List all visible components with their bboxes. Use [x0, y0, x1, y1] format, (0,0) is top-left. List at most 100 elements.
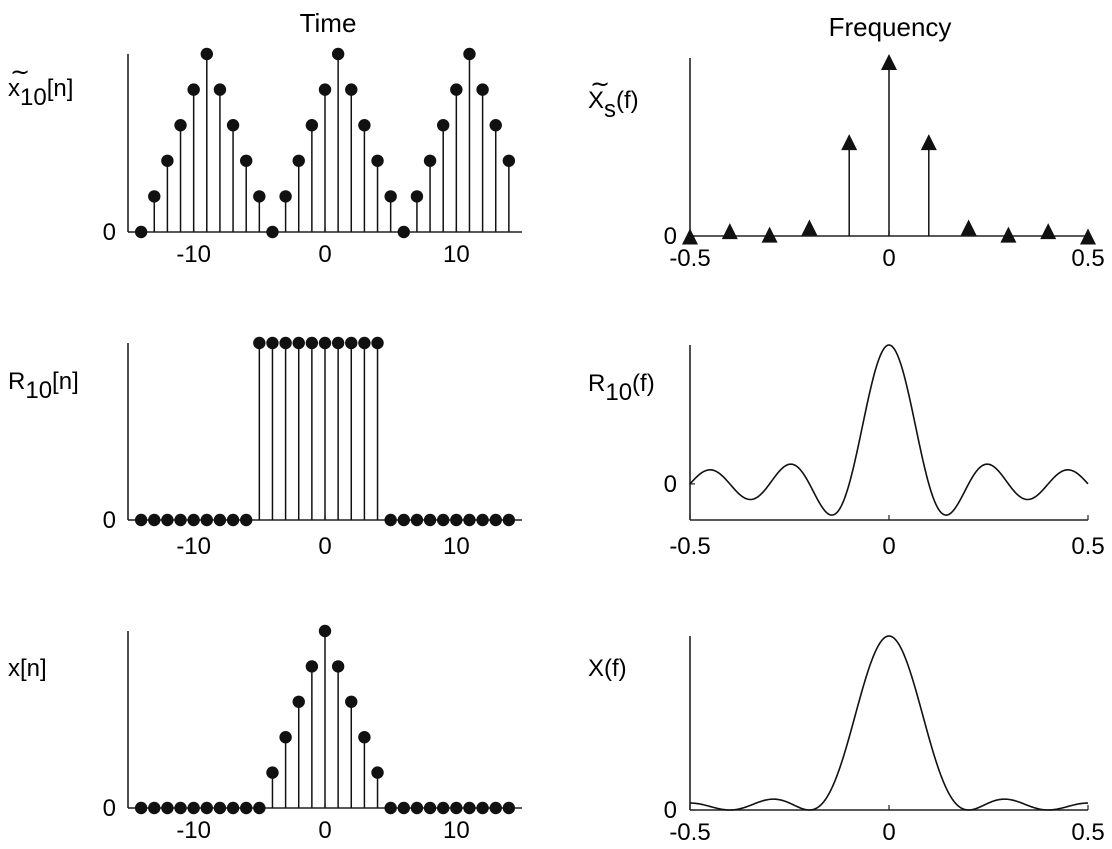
stem-marker — [161, 154, 174, 167]
x-tick-label: -10 — [176, 817, 211, 844]
spectrum-curve — [689, 344, 1089, 516]
y-axis-label: R10[n] — [8, 368, 79, 404]
stem-marker — [502, 801, 516, 815]
stem-marker-triangle — [801, 219, 818, 236]
stem-marker — [161, 801, 174, 815]
y-axis-label-subscript: 10 — [20, 84, 47, 111]
y-axis-label-part: (f) — [616, 87, 639, 114]
stem-marker — [397, 225, 410, 239]
stem-marker — [187, 513, 200, 527]
stem-marker — [410, 513, 424, 527]
stem-marker — [345, 695, 358, 708]
stem-marker — [213, 83, 227, 96]
stem-marker — [502, 154, 516, 167]
panel-x-finite: 0 -10 0 10 x[n] — [8, 624, 522, 844]
y-axis-label: Xs(f) — [588, 87, 639, 123]
x-tick-label: -10 — [176, 241, 211, 268]
stem-marker — [476, 83, 489, 96]
stem-marker — [292, 695, 305, 708]
y-axis-label-part: [n] — [52, 368, 79, 395]
y-axis-label-part: [n] — [20, 655, 47, 682]
stem-marker — [279, 190, 292, 203]
stem-marker — [397, 513, 410, 527]
y-axis-label-subscript: s — [604, 96, 616, 123]
y-axis-label-part: (f) — [632, 370, 655, 397]
stem-marker — [134, 801, 148, 815]
x-tick-label: 10 — [443, 817, 470, 844]
x-tick-label: -10 — [176, 533, 211, 560]
stem-marker — [318, 624, 332, 638]
stem-marker — [450, 83, 463, 96]
panel-xs-tilde-spectrum: 0-0.5 0 0.5Xs(f)~ — [588, 54, 1105, 272]
stem-marker-triangle — [1000, 226, 1017, 243]
x-tick-label: 0.5 — [1071, 245, 1104, 272]
stem-marker — [134, 513, 148, 527]
stem-marker — [240, 154, 253, 167]
stem-marker — [489, 119, 502, 132]
stem-marker — [476, 801, 489, 815]
stem-marker — [384, 190, 397, 203]
stem-marker — [292, 336, 305, 350]
y-axis-label-part: (f) — [604, 655, 627, 682]
x-tick-label: 0 — [882, 533, 895, 560]
y-axis-label-part: x — [8, 75, 20, 102]
stem-marker — [371, 336, 384, 350]
stem-marker — [384, 513, 397, 527]
stem-marker-triangle — [721, 223, 738, 240]
stem-marker — [253, 801, 266, 815]
stem-marker — [148, 801, 161, 815]
stem-marker — [384, 801, 397, 815]
stem-marker — [489, 513, 502, 527]
y-axis-label-part: R — [8, 368, 25, 395]
stem-marker — [134, 225, 148, 239]
y-axis-label: x[n] — [8, 655, 47, 682]
y-axis-label-tilde: ~ — [590, 70, 610, 98]
panel-x-spectrum: 0-0.5 0 0.5X(f) — [588, 635, 1105, 846]
y-axis-label-part: x — [8, 655, 20, 682]
stem-marker — [200, 801, 213, 815]
stem-marker — [187, 83, 200, 96]
stem-marker — [305, 660, 319, 673]
stem-marker — [423, 801, 437, 815]
y-axis-label-part: X — [588, 87, 604, 114]
stem-marker — [305, 119, 319, 132]
y-axis-label-part: [n] — [47, 75, 74, 102]
stem-marker — [279, 731, 292, 744]
x-tick-label: -0.5 — [669, 533, 710, 560]
stem-marker — [318, 83, 332, 96]
time-column-title: Time — [300, 8, 357, 38]
stem-marker — [279, 336, 292, 350]
stem-marker — [371, 766, 384, 779]
stem-marker — [266, 766, 279, 779]
y-tick-label: 0 — [664, 223, 677, 250]
x-tick-label: 0 — [318, 817, 331, 844]
stem-marker-triangle — [881, 54, 897, 70]
y-axis-label-subscript: 10 — [605, 379, 632, 406]
stem-marker — [305, 336, 319, 350]
stem-marker — [226, 119, 240, 132]
y-tick-label: 0 — [103, 795, 116, 822]
stem-marker-triangle — [920, 134, 937, 151]
stem-marker — [476, 513, 489, 527]
x-tick-label: 0 — [882, 819, 895, 846]
stem-marker — [410, 801, 424, 815]
y-axis-label-tilde: ~ — [10, 58, 30, 86]
stem-marker — [174, 513, 187, 527]
panel-r10-spectrum: 0 -0.5 0 0.5 R10(f) — [588, 344, 1105, 560]
stem-marker — [253, 190, 266, 203]
x-tick-label: 0.5 — [1071, 819, 1104, 846]
stem-marker — [450, 801, 463, 815]
stem-marker — [240, 801, 253, 815]
stem-marker — [266, 336, 279, 350]
stem-marker — [200, 47, 213, 61]
stem-marker-triangle — [682, 228, 698, 245]
y-axis-label: R10(f) — [588, 370, 655, 406]
stem-marker — [200, 513, 213, 527]
frequency-column-title: Frequency — [829, 12, 952, 42]
stem-marker — [397, 801, 410, 815]
x-tick-label: 0 — [318, 241, 331, 268]
stem-marker — [318, 336, 332, 350]
stem-marker — [358, 119, 371, 132]
stem-marker — [463, 47, 476, 61]
